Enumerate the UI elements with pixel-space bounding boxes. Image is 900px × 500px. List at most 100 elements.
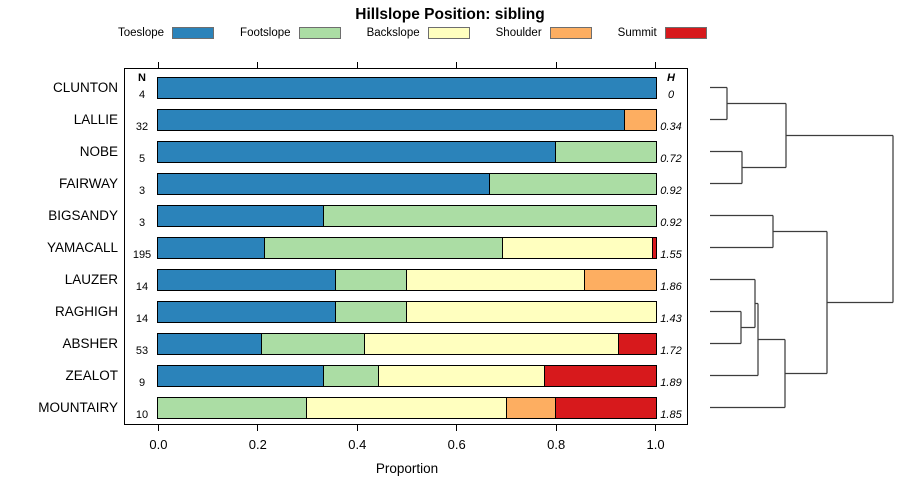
h-value: 1.43 (660, 312, 682, 325)
bar-segment-footslope (335, 269, 407, 290)
bar-segment-backslope (406, 269, 585, 290)
stacked-bar (157, 300, 657, 323)
axis-tick-top (555, 62, 557, 68)
bar-segment-toeslope (158, 301, 336, 322)
stacked-bar (157, 236, 657, 259)
legend-label: Footslope (240, 27, 291, 39)
row-label: LAUZER (64, 271, 118, 287)
n-value: 9 (138, 376, 146, 389)
h-value: 0.72 (660, 152, 682, 165)
row-label: MOUNTAIRY (38, 399, 118, 415)
legend: Toeslope Footslope Backslope Shoulder Summit (118, 27, 707, 39)
n-value: 32 (135, 120, 149, 133)
axis-tick-label: 0.4 (348, 437, 367, 452)
h-value: 0.92 (660, 216, 682, 229)
n-value: 195 (132, 248, 152, 261)
bar-segment-footslope (323, 365, 380, 386)
bar-segment-footslope (556, 141, 656, 162)
legend-label: Backslope (366, 27, 420, 39)
bar-segment-backslope (406, 301, 656, 322)
row-label: FAIRWAY (58, 175, 118, 191)
row-label: NOBE (79, 143, 118, 159)
legend-item: Toeslope (118, 27, 240, 39)
legend-label: Summit (617, 27, 657, 39)
bar-segment-toeslope (158, 269, 336, 290)
bar-segment-footslope (265, 237, 503, 258)
row-label: LALLIE (73, 111, 118, 127)
axis-tick-top (257, 62, 259, 68)
legend-item: Backslope (367, 27, 496, 39)
plot-box (124, 68, 688, 425)
bar-segment-footslope (335, 301, 407, 322)
n-value: 10 (135, 408, 149, 421)
bar-segment-footslope (323, 205, 656, 226)
axis-tick-bottom (157, 425, 159, 431)
legend-label: Shoulder (495, 27, 542, 39)
legend-swatch (549, 27, 592, 39)
axis-tick-top (157, 62, 159, 68)
bar-segment-toeslope (158, 173, 491, 194)
axis-tick-label: 0.2 (248, 437, 267, 452)
bar-segment-backslope (307, 397, 507, 418)
bar-segment-backslope (502, 237, 654, 258)
bar-segment-backslope (365, 333, 619, 354)
n-column-header: N (138, 72, 146, 84)
axis-tick-top (655, 62, 657, 68)
stacked-bar (157, 268, 657, 291)
bar-segment-toeslope (158, 141, 557, 162)
bar-segment-shoulder (506, 397, 557, 418)
stacked-bar (157, 108, 657, 131)
bar-segment-toeslope (158, 365, 324, 386)
stacked-bar (157, 204, 657, 227)
bar-segment-footslope (261, 333, 366, 354)
legend-item: Shoulder (496, 27, 618, 39)
h-value: 1.85 (660, 408, 682, 421)
stacked-bar (157, 140, 657, 163)
legend-item: Summit (618, 27, 707, 39)
axis-tick-label: 0.0 (149, 437, 168, 452)
bar-segment-summit (653, 237, 656, 258)
bar-segment-backslope (379, 365, 546, 386)
axis-tick-bottom (257, 425, 259, 431)
n-value: 3 (138, 216, 146, 229)
bar-segment-toeslope (158, 109, 625, 130)
bar-segment-toeslope (158, 237, 266, 258)
bar-segment-summit (556, 397, 656, 418)
row-label: ZEALOT (65, 367, 118, 383)
n-value: 3 (138, 184, 146, 197)
n-value: 4 (138, 88, 146, 101)
n-value: 14 (135, 312, 149, 325)
bar-segment-summit (545, 365, 656, 386)
bar-segment-shoulder (584, 269, 656, 290)
row-label: ABSHER (62, 335, 118, 351)
legend-swatch (427, 27, 470, 39)
row-label: YAMACALL (46, 239, 118, 255)
legend-swatch (664, 27, 707, 39)
h-value: 1.72 (660, 344, 682, 357)
axis-tick-label: 0.8 (547, 437, 566, 452)
axis-tick-top (356, 62, 358, 68)
legend-swatch (172, 27, 215, 39)
row-label: BIGSANDY (48, 207, 118, 223)
h-column-header: H (667, 72, 675, 84)
stacked-bar (157, 364, 657, 387)
bar-segment-footslope (490, 173, 656, 194)
legend-swatch (298, 27, 341, 39)
axis-tick-top (456, 62, 458, 68)
n-value: 14 (135, 280, 149, 293)
axis-tick-bottom (655, 425, 657, 431)
legend-item: Footslope (240, 27, 367, 39)
bar-segment-toeslope (158, 333, 262, 354)
row-label: CLUNTON (52, 79, 118, 95)
axis-tick-bottom (555, 425, 557, 431)
bar-segment-toeslope (158, 205, 324, 226)
chart-title: Hillslope Position: sibling (355, 6, 545, 23)
h-value: 0.92 (660, 184, 682, 197)
stacked-bar (157, 332, 657, 355)
n-value: 53 (135, 344, 149, 357)
h-value: 1.55 (660, 248, 682, 261)
n-value: 5 (138, 152, 146, 165)
x-axis-label: Proportion (375, 461, 439, 476)
axis-tick-label: 1.0 (646, 437, 665, 452)
